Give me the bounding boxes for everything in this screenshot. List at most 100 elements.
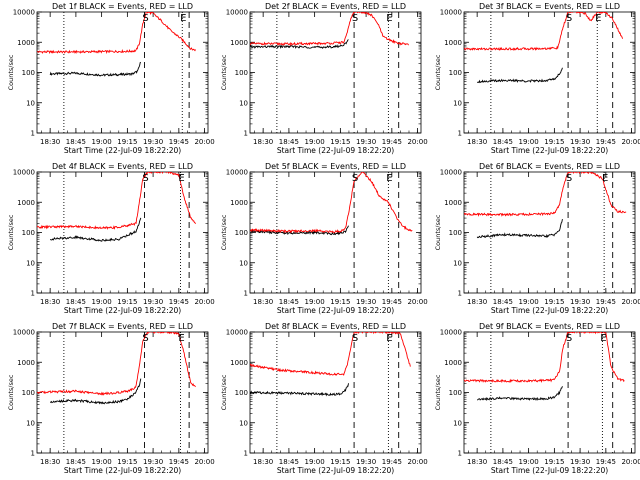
chart-panel: Det 4f BLACK = Events, RED = LLD 1 10 100 10… [7,162,215,315]
y-tick-label: 1 [31,290,35,298]
events-series-line [250,383,349,397]
start-marker-label: S [142,333,148,344]
start-marker-label: S [352,13,358,24]
events-series-line [50,378,142,405]
x-tick-label: 19:45 [382,298,402,306]
chart-panel: Det 8f BLACK = Events, RED = LLD 1 10 100 10… [220,322,428,475]
x-tick-label: 19:30 [143,138,163,146]
end-marker-label: E [178,333,184,344]
y-axis-label: Counts/sec [7,214,15,250]
x-tick-label: 18:30 [253,138,273,146]
chart-title: Det 3f BLACK = Events, RED = LLD [479,2,620,11]
lld-series-line [250,332,411,376]
plot-frame [463,331,636,454]
end-marker-label: E [602,173,608,184]
y-tick-label: 10000 [226,329,248,337]
x-tick-label: 19:15 [117,458,137,466]
x-axis-label: Start Time (22-Jul-09 18:22:20) [64,146,181,155]
x-tick-label: 19:00 [92,138,112,146]
end-marker-label: E [386,173,392,184]
x-tick-label: 19:00 [92,458,112,466]
chart-title: Det 1f BLACK = Events, RED = LLD [52,2,193,11]
plot-frame [463,171,636,294]
y-axis-label: Counts/sec [220,214,228,250]
x-tick-label: 20:00 [621,138,640,146]
x-tick-label: 18:30 [40,298,60,306]
x-tick-label: 19:00 [305,458,325,466]
lld-series-line [37,172,196,230]
y-tick-label: 10000 [13,329,35,337]
x-tick-label: 19:30 [570,138,590,146]
x-tick-label: 20:00 [407,138,427,146]
x-tick-label: 19:45 [169,298,189,306]
y-tick-label: 1000 [230,39,248,47]
y-tick-label: 1000 [230,199,248,207]
y-tick-label: 100 [449,229,462,237]
y-axis-label: Counts/sec [220,54,228,90]
lld-series-line [250,172,413,234]
y-tick-label: 100 [22,389,35,397]
y-tick-label: 10000 [440,329,462,337]
x-tick-label: 19:00 [519,458,539,466]
x-tick-label: 19:30 [356,138,376,146]
y-tick-label: 10000 [13,169,35,177]
x-tick-label: 18:30 [253,458,273,466]
x-tick-label: 19:15 [117,298,137,306]
x-tick-label: 19:30 [356,298,376,306]
x-tick-label: 19:30 [356,458,376,466]
chart-panel: Det 3f BLACK = Events, RED = LLD 1 10 100 10… [434,2,640,155]
y-tick-label: 10 [239,259,248,267]
x-tick-label: 19:00 [519,138,539,146]
lld-series-line [464,172,627,217]
events-series-line [49,61,141,77]
x-tick-label: 20:00 [621,298,640,306]
events-series-line [250,39,349,49]
start-marker-label: S [142,173,148,184]
x-tick-label: 19:30 [570,298,590,306]
start-marker-label: S [566,173,572,184]
x-axis-label: Start Time (22-Jul-09 18:22:20) [64,306,181,315]
y-tick-label: 10 [453,259,462,267]
chart-title: Det 9f BLACK = Events, RED = LLD [479,322,620,331]
x-axis-label: Start Time (22-Jul-09 18:22:20) [277,146,394,155]
x-tick-label: 19:15 [330,458,350,466]
y-tick-label: 1 [458,450,462,458]
chart-title: Det 4f BLACK = Events, RED = LLD [52,162,193,171]
x-tick-label: 19:45 [596,458,616,466]
chart-panel: Det 2f BLACK = Events, RED = LLD 1 10 100 10… [220,2,428,155]
x-tick-label: 19:45 [169,458,189,466]
x-tick-label: 20:00 [407,298,427,306]
y-tick-label: 1000 [230,359,248,367]
x-tick-label: 19:45 [169,138,189,146]
x-tick-label: 19:45 [596,138,616,146]
x-tick-label: 20:00 [194,298,214,306]
x-axis-label: Start Time (22-Jul-09 18:22:20) [491,466,608,475]
x-tick-label: 18:45 [279,458,299,466]
y-tick-label: 10 [453,99,462,107]
plot-frame [249,171,422,294]
x-tick-label: 18:30 [467,138,487,146]
x-tick-label: 18:45 [493,298,513,306]
start-marker-label: S [566,333,572,344]
x-tick-label: 19:15 [544,458,564,466]
y-tick-label: 100 [449,69,462,77]
x-tick-label: 19:00 [305,138,325,146]
chart-title: Det 2f BLACK = Events, RED = LLD [265,2,406,11]
end-marker-label: E [180,13,186,24]
x-axis-label: Start Time (22-Jul-09 18:22:20) [491,306,608,315]
lld-series-line [250,12,409,47]
x-axis-label: Start Time (22-Jul-09 18:22:20) [64,466,181,475]
x-tick-label: 18:45 [279,298,299,306]
start-marker-label: S [566,13,572,24]
y-tick-label: 100 [22,69,35,77]
y-tick-label: 1000 [17,359,35,367]
y-tick-label: 10 [26,99,35,107]
chart-panel: Det 9f BLACK = Events, RED = LLD 1 10 100 10… [434,322,640,475]
x-axis-label: Start Time (22-Jul-09 18:22:20) [277,466,394,475]
y-tick-label: 1000 [444,359,462,367]
x-tick-label: 19:15 [544,138,564,146]
y-tick-label: 100 [235,229,248,237]
y-tick-label: 1 [31,130,35,138]
y-tick-label: 10000 [440,9,462,17]
y-tick-label: 10000 [13,9,35,17]
